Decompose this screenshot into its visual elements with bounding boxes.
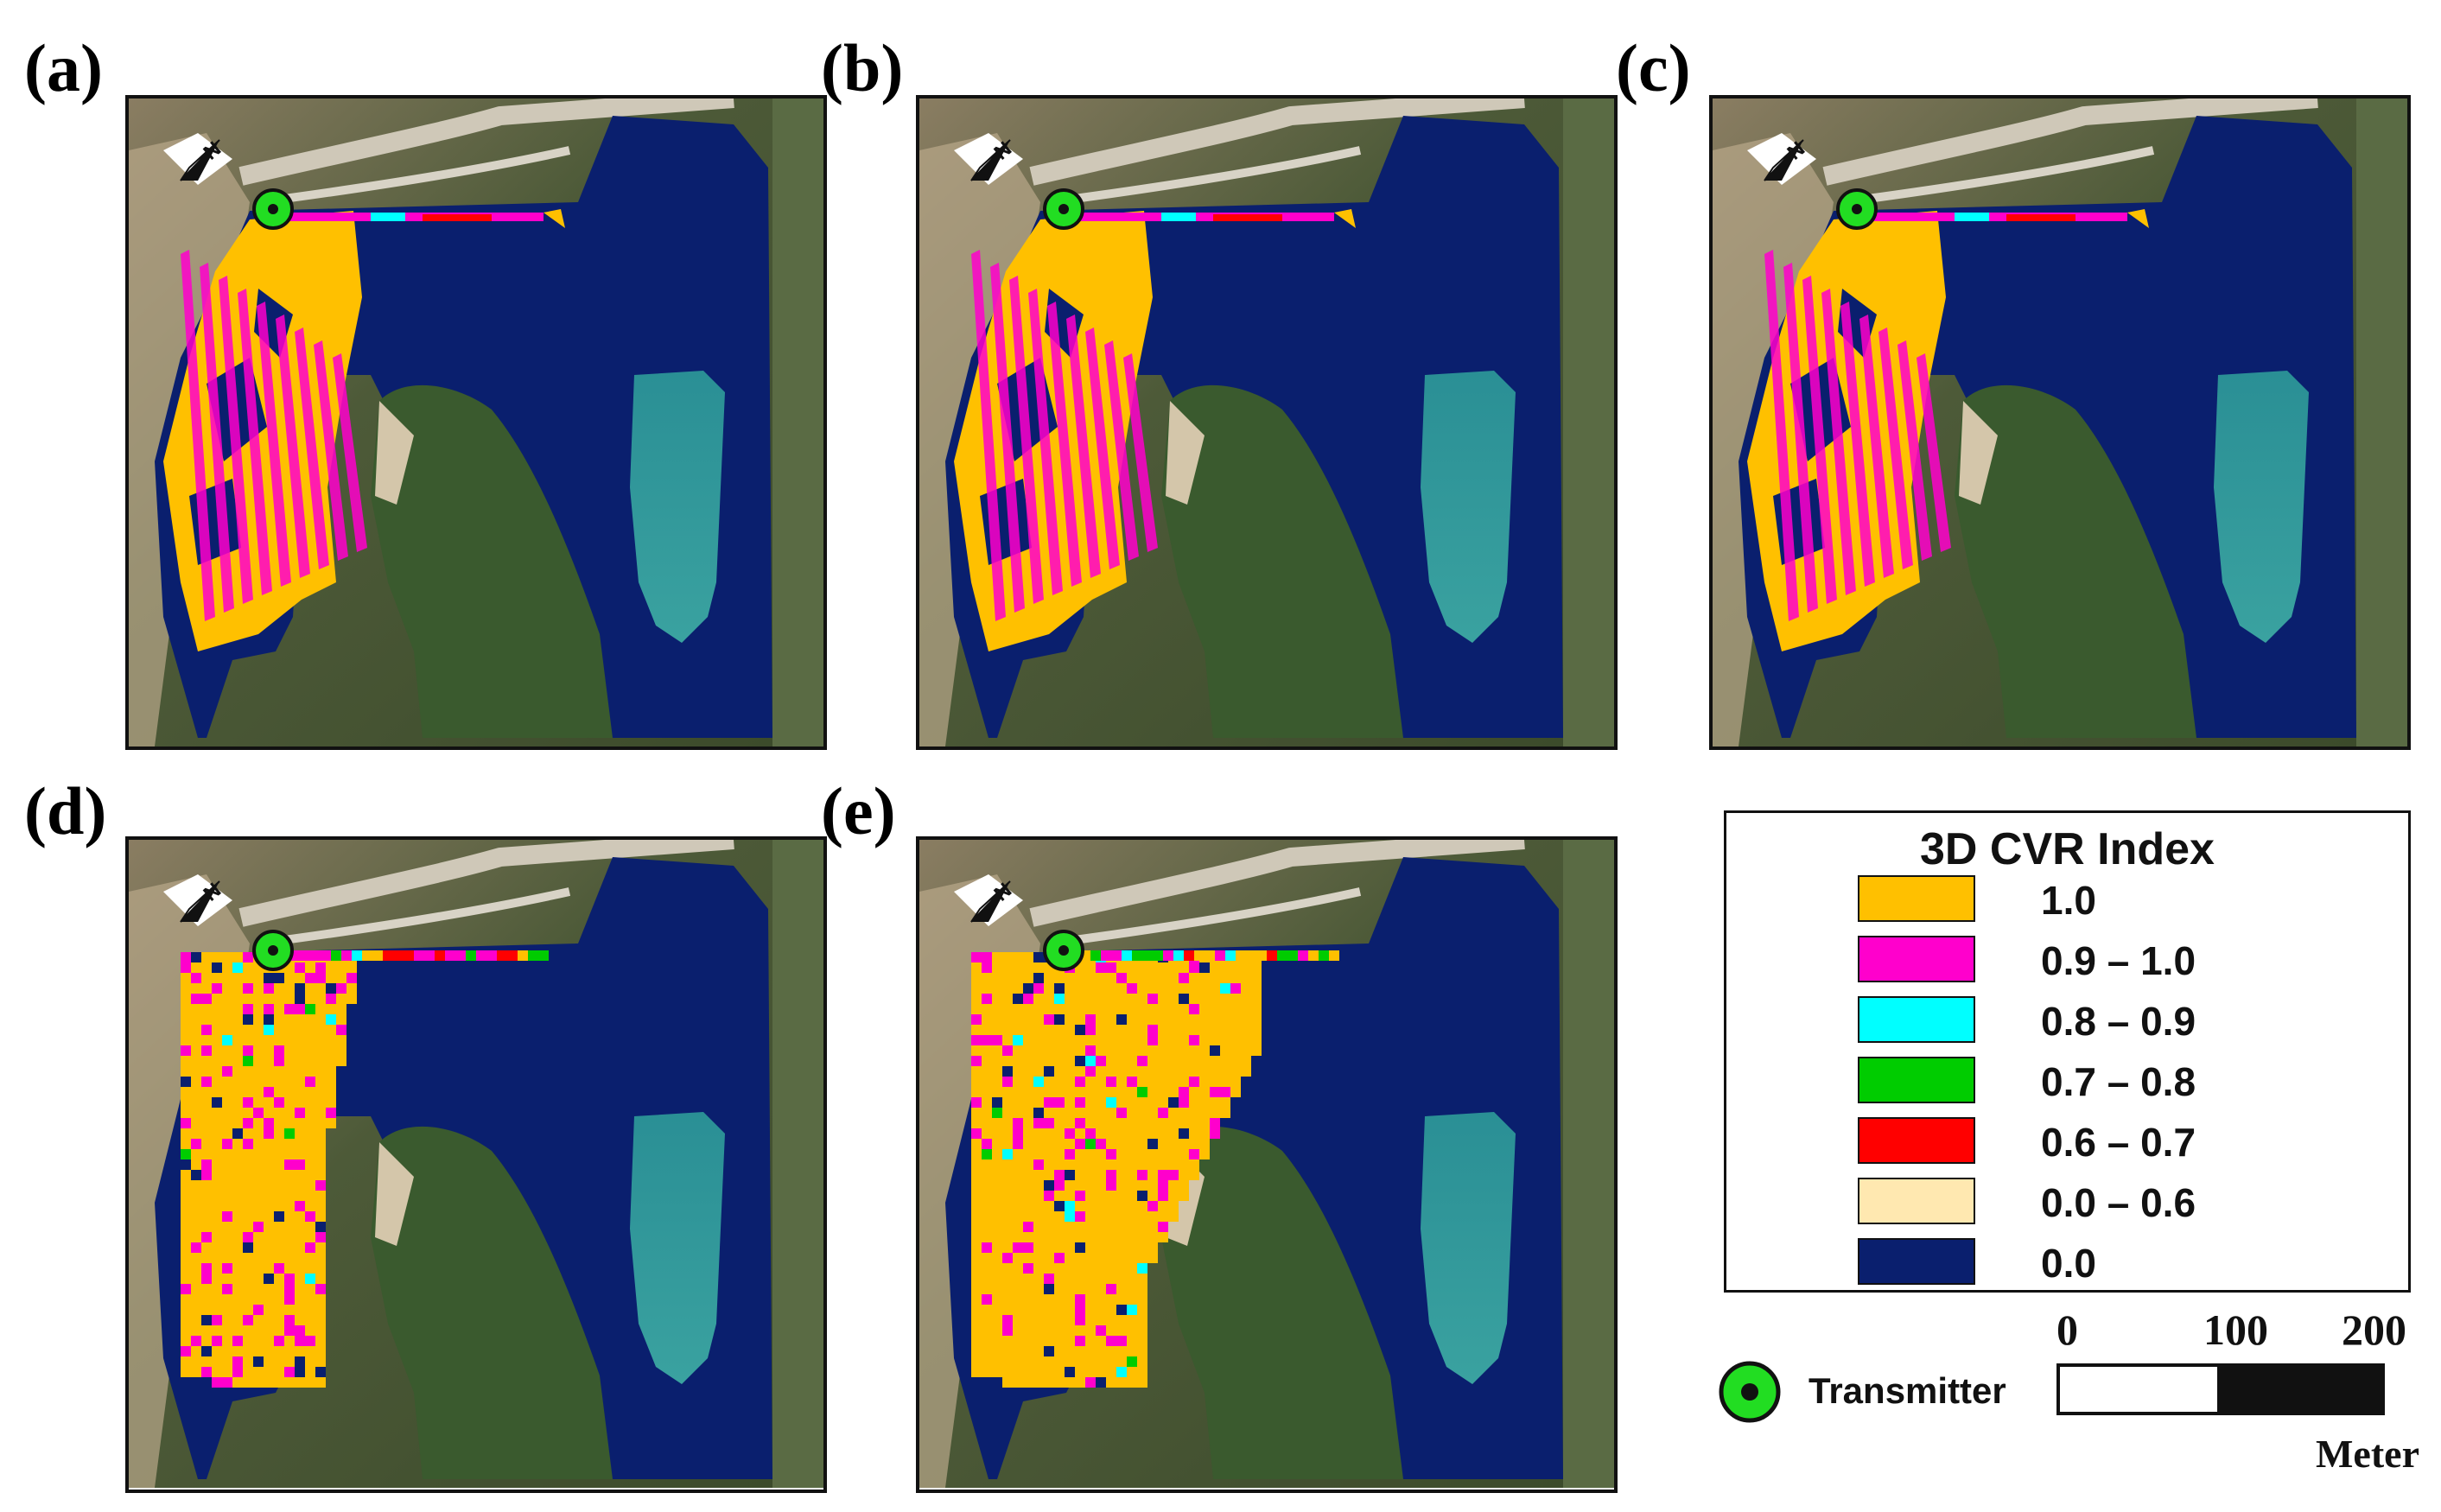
legend-swatch [1858,1117,1975,1164]
legend-label: 0.7 – 0.8 [2041,1059,2196,1104]
legend-swatch [1858,1238,1975,1285]
legend-item: 0.9 – 1.0 [1858,936,2376,984]
map-panel-e: N [916,836,1618,1493]
scale-tick-200: 200 [2342,1306,2406,1354]
legend-label: 1.0 [2041,878,2096,923]
legend-item: 0.6 – 0.7 [1858,1117,2376,1166]
map-panel-a: N [125,95,827,750]
legend-item: 0.0 [1858,1238,2376,1286]
scale-bar-graphic [2056,1363,2385,1415]
legend-title: 3D CVR Index [1920,824,2215,874]
legend-item: 1.0 [1858,875,2376,924]
legend-label: 0.0 [2041,1241,2096,1286]
legend-label: 0.8 – 0.9 [2041,999,2196,1044]
panel-label-d: (d) [24,773,107,848]
legend-swatch [1858,1178,1975,1224]
legend-swatch [1858,936,1975,982]
panel-label-a: (a) [24,30,103,105]
scale-tick-100: 100 [2203,1306,2268,1354]
legend-item: 0.8 – 0.9 [1858,996,2376,1045]
map-panel-c: N [1709,95,2411,750]
legend-swatch [1858,1057,1975,1103]
legend-label: 0.0 – 0.6 [2041,1180,2196,1225]
legend-item: 0.0 – 0.6 [1858,1178,2376,1226]
legend-swatch [1858,875,1975,922]
panel-label-e: (e) [821,773,896,848]
legend-label: 0.6 – 0.7 [2041,1120,2196,1165]
legend: 3D CVR Index 1.0 0.9 – 1.0 0.8 – 0.9 0.7… [1724,810,2411,1293]
transmitter-label: Transmitter [1809,1370,2006,1411]
scale-tick-0: 0 [2056,1306,2078,1354]
legend-item: 0.7 – 0.8 [1858,1057,2376,1105]
scale-bar: 0 100 200 Meter [2056,1305,2419,1477]
legend-swatch [1858,996,1975,1043]
map-panel-b: N [916,95,1618,750]
panel-label-b: (b) [821,30,904,105]
transmitter-icon [1719,1361,1781,1423]
legend-label: 0.9 – 1.0 [2041,938,2196,983]
transmitter-legend: Transmitter [1715,1355,2061,1433]
scale-unit: Meter [2316,1432,2419,1476]
map-panel-d: N [125,836,827,1493]
panel-label-c: (c) [1616,30,1691,105]
